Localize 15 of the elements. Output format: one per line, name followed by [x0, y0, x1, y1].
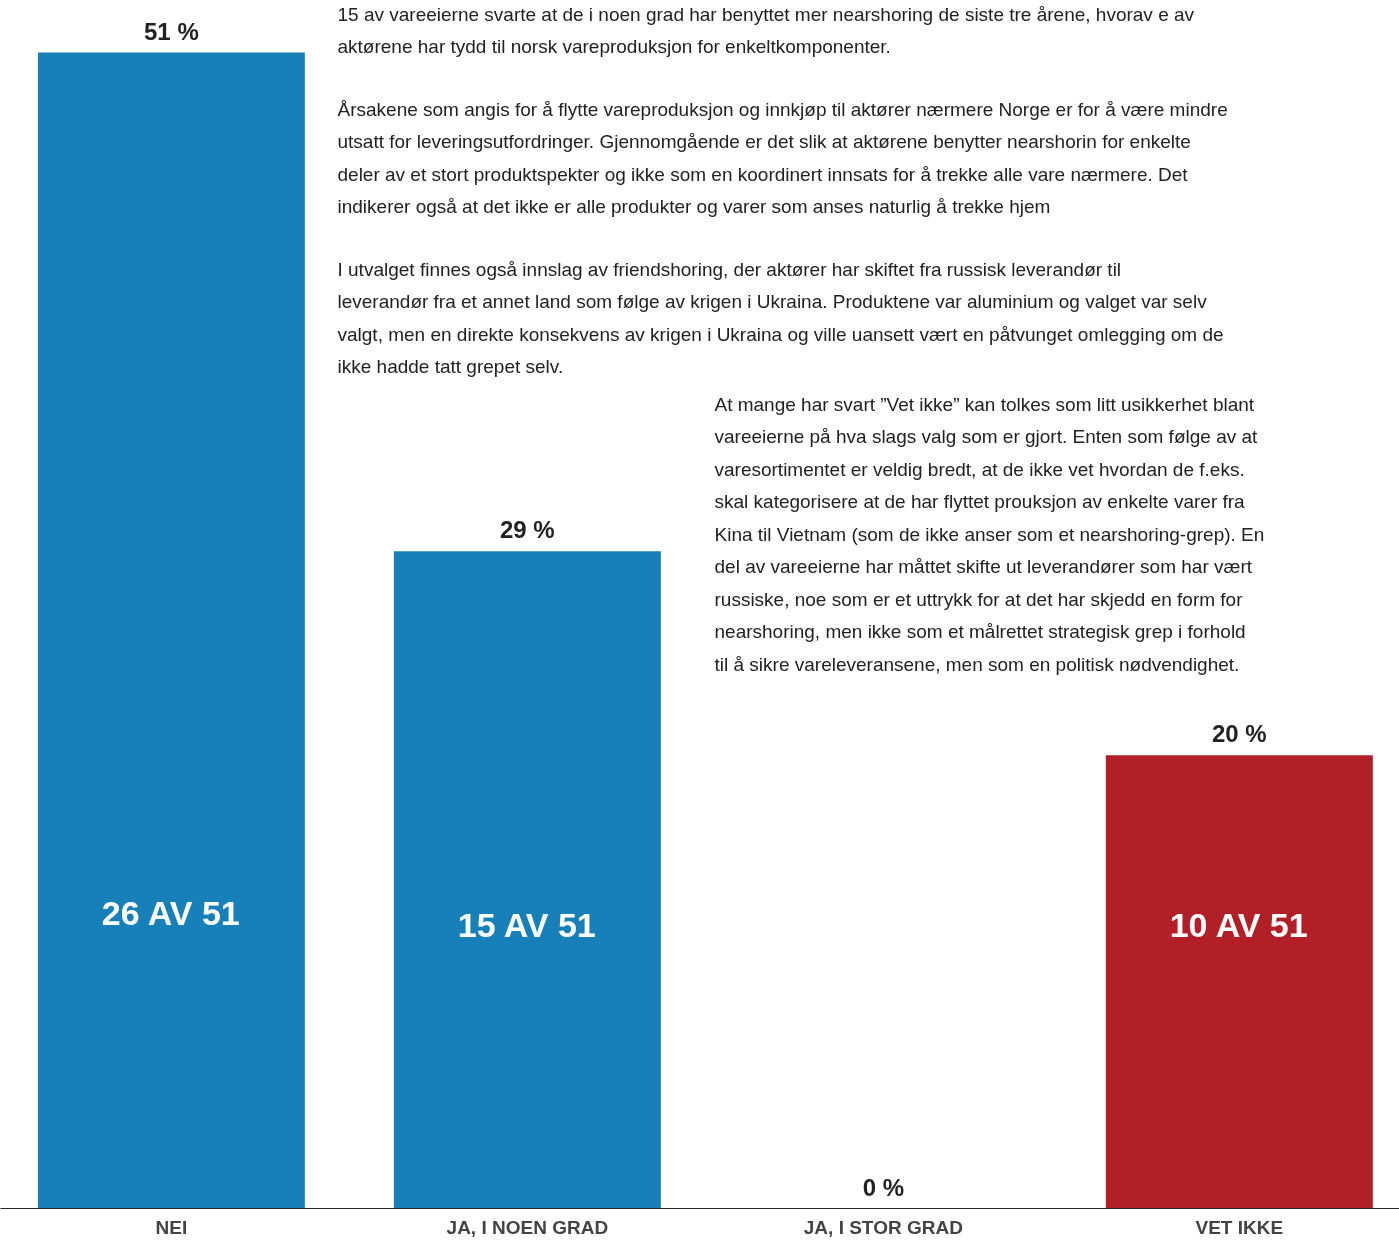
x-tick-label: JA, I STOR GRAD — [803, 1216, 963, 1238]
annotation: 15 AV 51 — [457, 905, 596, 944]
x-tick-label: NEI — [155, 1216, 188, 1238]
annotation: 10 AV 51 — [1169, 905, 1308, 944]
annotation: Årsakene som angis for å flytte vareproduksjon og innkjøp til aktører nærmere Norge er for å være mindre utsatt for leveringsutfordringer. Gjennomgående er det slik at aktørene benytter nearshorin for enkelte deler av et stort produktspekter og ikke som en koordinert innsats for å trekke alle vare nærmere. Det indikerer også at det ikke er alle produkter og varer som anses naturlig å trekke hjem — [337, 98, 1228, 218]
annotation: 15 av vareeierne svarte at de i noen grad har benyttet mer nearshoring de siste tre årene, hvorav e av aktørene har tydd til norsk vareproduksjon for enkeltkomponenter. — [337, 3, 1195, 58]
data-label: 20 % — [1211, 720, 1267, 748]
data-label: 0 % — [862, 1173, 905, 1201]
data-label: 29 % — [500, 516, 555, 544]
annotation: 26 AV 51 — [101, 893, 240, 932]
data-label: 51 % — [144, 17, 199, 45]
x-tick-label: JA, I NOEN GRAD — [446, 1216, 609, 1238]
annotation: I utvalget finnes også innslag av friendshoring, der aktører har skiftet fra russisk leverandør til leverandør fra et annet land som følge av krigen i Ukraina. Produktene var aluminium og valget var selv valgt, men en direkte konsekvens av krigen i Ukraina og ville uansett vært en påtvunget omlegging om de ikke hadde tatt grepet selv. — [337, 258, 1224, 378]
text: At mange har svart ”Vet ikke” kan tolkes som litt usikkerhet blant vareeierne på hva slags valg som er gjort. Enten som følge av at varesortimentet er veldig bredt, at de ikke vet hvordan de f.eks. skal kategorisere at de har flyttet prouksjon av enkelte varer fra Kina til Vietnam (som de ikke anser som et nearshoring-grep). En del av vareeierne har måttet skifte ut leverandører som har vært russiske, noe som er et uttrykk for at det har skjedd en form for nearshoring, men ikke som et målrettet strategisk grep i forhold til å sikre vareleveransene, men som en politisk nødvendighet. — [714, 393, 1265, 675]
x-tick-label: VET IKKE — [1195, 1216, 1284, 1238]
